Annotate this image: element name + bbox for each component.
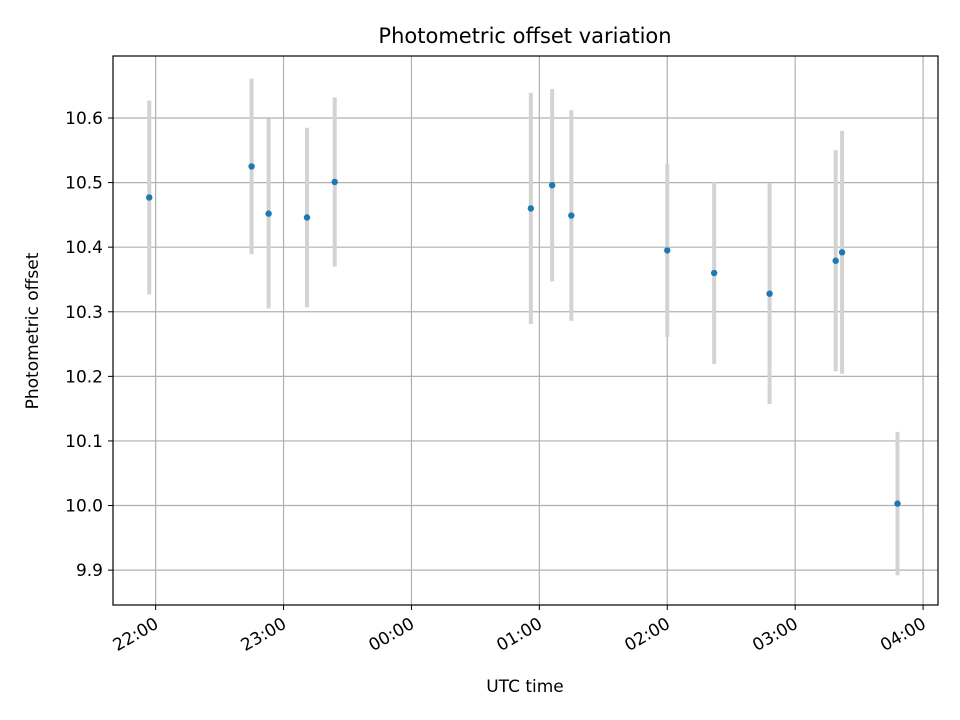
chart-title: Photometric offset variation (378, 24, 671, 48)
y-tick-label: 10.4 (65, 238, 103, 258)
data-point (265, 210, 272, 217)
data-point (303, 214, 311, 221)
plot-frame (112, 55, 939, 606)
y-tick-label: 10.1 (65, 432, 103, 452)
data-point (248, 163, 255, 170)
data-point (838, 249, 846, 256)
y-tick-label: 10.5 (65, 174, 103, 194)
point-layer (146, 163, 901, 507)
y-axis-label: Photometric offset (23, 252, 43, 409)
y-tick-label: 10.2 (65, 367, 103, 387)
y-tick-label: 10.0 (65, 497, 103, 517)
data-point (548, 181, 556, 189)
data-point (664, 247, 671, 254)
data-point (146, 194, 153, 201)
data-point (331, 178, 338, 186)
data-point (527, 205, 535, 212)
data-point (832, 257, 839, 264)
data-point (568, 212, 575, 219)
x-axis-label: UTC time (486, 677, 564, 697)
y-tick-label: 10.3 (65, 303, 103, 323)
y-tick-label: 9.9 (76, 561, 103, 581)
data-point (766, 290, 773, 297)
y-tick-label: 10.6 (65, 109, 103, 129)
data-point (894, 500, 901, 507)
data-point (710, 269, 718, 277)
